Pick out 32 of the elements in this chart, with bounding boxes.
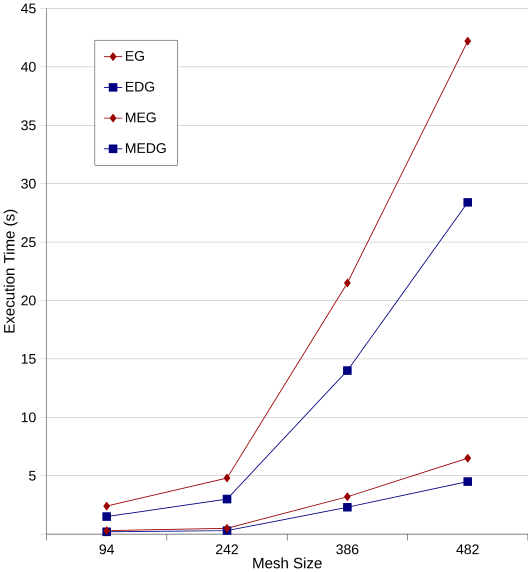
point — [343, 366, 352, 375]
legend-label: MEDG — [126, 143, 166, 154]
legend-label: EG — [126, 50, 144, 61]
point — [344, 278, 351, 288]
point — [224, 524, 230, 533]
x-axis-title: Mesh Size — [253, 557, 322, 568]
legend-label: MEG — [126, 112, 156, 122]
y-tick-label: 5 — [28, 470, 36, 481]
point — [343, 502, 352, 512]
point — [102, 512, 111, 521]
point — [224, 474, 230, 482]
y-tick-label: 25 — [21, 237, 36, 248]
x-tick-label: 482 — [456, 544, 479, 554]
y-tick-label: 10 — [22, 412, 36, 422]
x-tick-label: 386 — [336, 544, 358, 554]
y-axis-title: Execution Time (s) — [4, 210, 18, 333]
x-tick-label: 94 — [100, 544, 114, 554]
point — [463, 198, 472, 207]
y-tick-label: 35 — [21, 120, 36, 130]
x-tick-label: 242 — [216, 544, 238, 554]
legend-label: EDG — [126, 82, 154, 92]
y-tick-label: 45 — [20, 4, 36, 14]
point — [463, 477, 472, 486]
point — [464, 454, 472, 462]
point — [222, 494, 232, 504]
point — [103, 502, 110, 510]
y-tick-label: 15 — [22, 354, 36, 364]
point — [344, 492, 351, 502]
y-tick-label: 30 — [21, 178, 36, 189]
y-tick-label: 40 — [20, 62, 36, 72]
y-tick-label: 20 — [21, 296, 36, 306]
point — [464, 36, 472, 46]
